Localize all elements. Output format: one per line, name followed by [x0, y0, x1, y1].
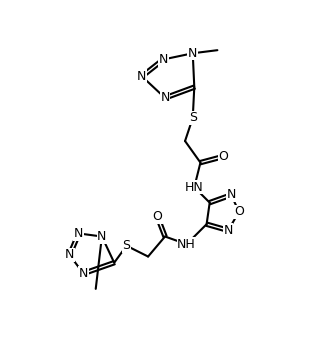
Text: HN: HN	[185, 181, 204, 194]
Text: NH: NH	[177, 238, 196, 251]
Text: N: N	[159, 53, 168, 66]
Text: N: N	[79, 267, 88, 280]
Text: N: N	[65, 249, 74, 262]
Text: S: S	[123, 239, 131, 252]
Text: N: N	[188, 47, 198, 60]
Text: N: N	[74, 227, 83, 240]
Text: S: S	[189, 112, 197, 125]
Text: N: N	[160, 91, 170, 104]
Text: O: O	[219, 150, 228, 163]
Text: N: N	[137, 70, 147, 83]
Text: O: O	[234, 205, 244, 218]
Text: N: N	[97, 230, 106, 243]
Text: N: N	[227, 188, 236, 201]
Text: N: N	[223, 224, 233, 237]
Text: O: O	[152, 210, 162, 223]
